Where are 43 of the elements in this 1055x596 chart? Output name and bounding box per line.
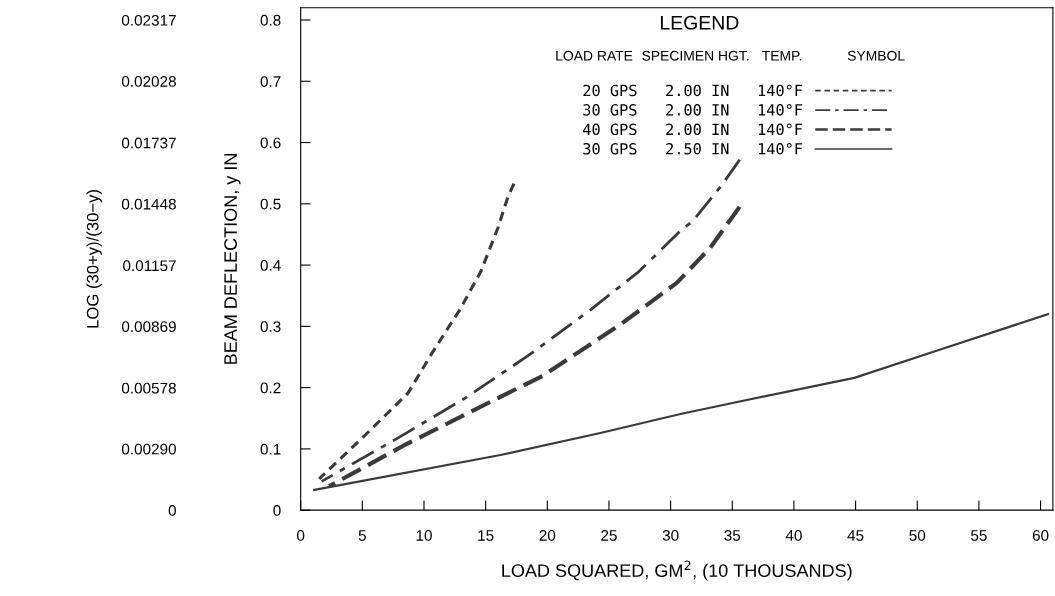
- x-axis-title: LOAD SQUARED, GM$^{2}$, (10 THOUSANDS): [502, 560, 852, 581]
- annotation: SPECIMEN HGT.: [642, 50, 749, 61]
- x-tick-label: 15: [478, 530, 494, 541]
- y2-tick-label: 0.00578: [121, 382, 176, 394]
- x-tick-label: 55: [971, 530, 987, 541]
- y-tick-label: 0.6: [260, 137, 281, 149]
- annotation: LOAD RATE: [556, 50, 633, 61]
- x-tick-label: 5: [358, 530, 366, 541]
- legend-label: 20 GPS 2.00 IN 140°F: [583, 84, 803, 97]
- y2-axis-title: LOG (30+y)/(30−y): [86, 190, 102, 328]
- y-tick-label: 0.3: [260, 321, 281, 333]
- y2-tick-label: 0.01448: [121, 198, 176, 210]
- x-tick-label: 30: [662, 530, 679, 541]
- x-tick-label: 60: [1032, 530, 1049, 541]
- legend-title: LEGEND: [660, 15, 739, 30]
- y2-tick-label: 0: [168, 505, 176, 516]
- y-tick-label: 0.5: [260, 198, 281, 210]
- y-axis-title: BEAM DEFLECTION, y IN: [224, 154, 241, 364]
- x-tick-label: 10: [416, 530, 432, 541]
- y-tick-label: 0.4: [260, 259, 281, 271]
- x-tick-label: 25: [601, 530, 617, 541]
- annotation: SYMBOL: [847, 50, 905, 61]
- y2-tick-label: 0.00290: [121, 443, 176, 455]
- x-tick-label: 35: [724, 530, 741, 541]
- y2-tick-label: 0.00869: [121, 321, 176, 333]
- x-tick-label: 40: [785, 530, 802, 541]
- y-tick-label: 0.2: [260, 382, 281, 394]
- x-tick-label: 0: [297, 530, 305, 541]
- legend-label: 30 GPS 2.50 IN 140°F: [583, 143, 803, 155]
- y2-tick-label: 0.01157: [123, 260, 176, 272]
- y2-tick-label: 0.01737: [121, 137, 176, 149]
- x-tick-label: 50: [909, 530, 926, 541]
- y-tick-label: 0.7: [260, 76, 281, 87]
- x-tick-label: 20: [539, 530, 556, 541]
- y2-tick-label: 0.02317: [121, 14, 176, 26]
- legend-label: 30 GPS 2.00 IN 140°F: [583, 104, 803, 116]
- y-tick-label: 0.1: [260, 443, 281, 455]
- y2-tick-label: 0.02028: [121, 76, 176, 87]
- legend-label: 40 GPS 2.00 IN 140°F: [583, 123, 803, 136]
- y-tick-label: 0.8: [260, 14, 281, 26]
- y-tick-label: 0: [273, 505, 281, 516]
- annotation: TEMP.: [762, 50, 802, 61]
- x-tick-label: 45: [847, 530, 864, 541]
